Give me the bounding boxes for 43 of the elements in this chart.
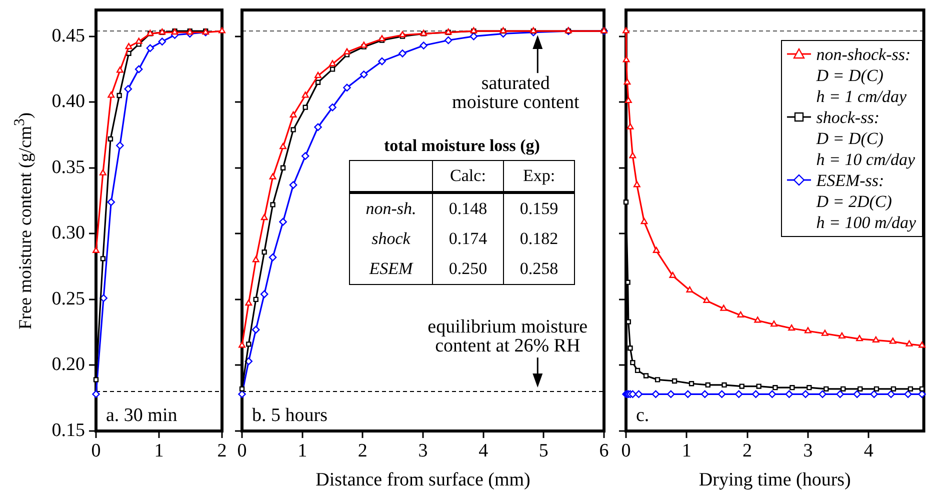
y-tick-label: 0.20 [52, 354, 85, 376]
y-tick-label: 0.30 [52, 222, 85, 244]
x-tick-label: 4 [478, 440, 489, 462]
annotation: non-sh. [350, 192, 432, 224]
x-tick-label: 6 [599, 440, 609, 462]
x-tick-label: 5 [538, 440, 548, 462]
y-tick-label: 0.35 [52, 156, 85, 178]
annotation: 0.258 [504, 254, 574, 284]
annotation: 0.174 [432, 224, 504, 254]
annotation: b. 5 hours [252, 405, 328, 426]
x-tick-label: 1 [298, 440, 308, 462]
y-tick-label: 0.40 [52, 91, 85, 112]
annotation: 0.250 [432, 254, 504, 284]
annotation: 0.182 [504, 224, 574, 254]
annotation: 0.148 [432, 192, 504, 224]
x-tick-label: 4 [864, 440, 874, 462]
y-tick-label: 0.25 [52, 288, 85, 310]
annotation: c. [636, 405, 650, 426]
annotation: 0.159 [504, 192, 574, 224]
y-tick-label: 0.45 [52, 25, 85, 46]
x-tick-label: 1 [154, 440, 164, 462]
x-tick-label: 2 [742, 440, 752, 462]
annotation: Calc: [432, 160, 504, 192]
x-tick-label: 3 [803, 440, 813, 462]
x-tick-label: 1 [682, 440, 692, 462]
x-tick-label: 2 [358, 440, 368, 462]
annotation: total moisture loss (g) [383, 136, 541, 156]
annotation: Exp: [504, 160, 574, 192]
annotation: shock [350, 224, 432, 254]
legend-label: shock-ss: D = D(C) h = 10 cm/day [816, 107, 916, 170]
annotation: a. 30 min [106, 405, 178, 426]
x-tick-label: 2 [217, 440, 227, 462]
annotation: equilibrium moisture content at 26% RH [428, 316, 588, 357]
y-tick-label: 0.15 [52, 420, 85, 441]
x-tick-label: 0 [621, 440, 631, 462]
x-tick-label: 0 [237, 440, 247, 462]
annotation: saturated moisture content [452, 73, 580, 114]
x-tick-label: 0 [91, 440, 101, 462]
annotation: ESEM [350, 254, 432, 284]
x-axis-title: Drying time (hours) [698, 470, 851, 491]
x-axis-title: Distance from surface (mm) [316, 470, 530, 491]
legend-label: ESEM-ss: D = 2D(C) h = 100 m/day [816, 170, 916, 233]
x-tick-label: 3 [418, 440, 428, 462]
